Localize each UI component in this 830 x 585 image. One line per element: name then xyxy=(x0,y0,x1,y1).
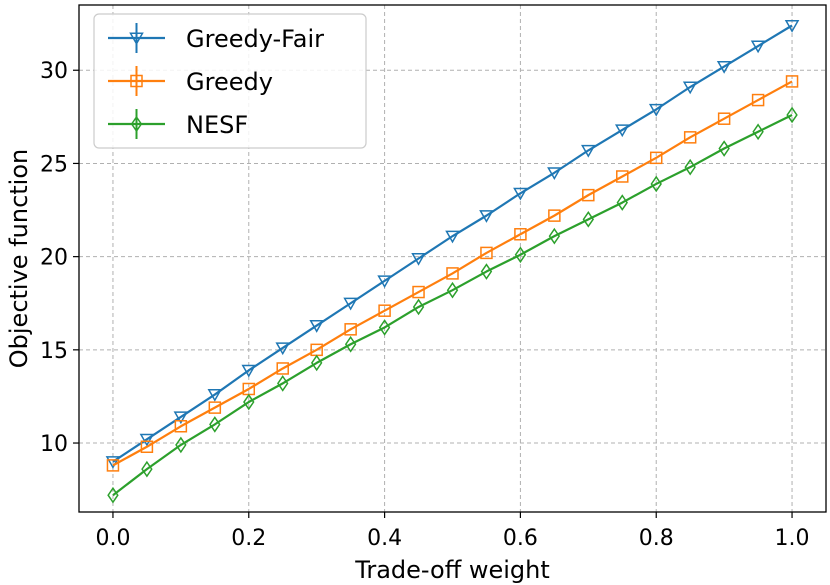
data-point-nesf xyxy=(480,263,493,280)
data-point-greedy xyxy=(717,112,731,125)
legend: Greedy-Fair Greedy NESF xyxy=(93,13,367,149)
data-point-greedy-fair xyxy=(513,187,528,201)
data-point-greedy xyxy=(344,323,357,336)
data-point-greedy xyxy=(649,151,663,165)
data-point-greedy-fair xyxy=(173,411,189,425)
x-axis-label: Trade-off weight xyxy=(354,556,550,584)
data-point-nesf xyxy=(209,416,221,433)
data-point-greedy xyxy=(106,459,120,472)
data-point-greedy xyxy=(208,401,222,414)
series-line-greedy xyxy=(112,80,793,467)
y-tick-label: 30 xyxy=(40,59,68,84)
plot-frame xyxy=(78,4,827,513)
data-point-greedy xyxy=(140,440,154,454)
data-point-nesf xyxy=(752,123,764,141)
data-point-greedy xyxy=(412,285,425,299)
axis-ticks: 0.0 0.2 0.4 0.6 0.8 1.0 10 15 20 25 30 xyxy=(40,59,810,551)
data-point-nesf xyxy=(107,486,119,504)
series-greedy xyxy=(106,75,799,472)
data-point-nesf xyxy=(684,158,696,176)
y-tick-label: 25 xyxy=(40,152,68,177)
data-point-greedy-fair xyxy=(750,40,766,54)
data-point-greedy xyxy=(276,362,289,375)
series-line-nesf xyxy=(112,113,793,497)
data-point-greedy-fair xyxy=(139,433,155,447)
data-point-greedy-fair xyxy=(309,320,324,333)
data-point-greedy-fair xyxy=(581,144,596,158)
data-point-greedy-fair xyxy=(275,342,291,356)
y-tick-label: 20 xyxy=(40,246,68,271)
data-point-greedy xyxy=(683,131,697,144)
data-point-greedy xyxy=(582,188,595,202)
data-point-greedy-fair xyxy=(682,81,698,95)
data-point-greedy-fair xyxy=(648,103,664,117)
data-point-greedy xyxy=(514,228,527,241)
data-point-nesf xyxy=(141,460,153,478)
data-point-greedy xyxy=(174,420,188,433)
y-axis-label: Objective function xyxy=(5,149,33,368)
x-tick-label: 0.6 xyxy=(503,526,538,551)
x-tick-label: 0.8 xyxy=(639,526,674,551)
data-point-greedy-fair xyxy=(614,124,630,138)
data-point-greedy-fair xyxy=(343,297,358,311)
data-point-greedy-fair xyxy=(784,19,800,33)
data-point-nesf xyxy=(446,281,459,299)
data-point-nesf xyxy=(582,211,595,228)
y-tick-label: 15 xyxy=(40,339,68,364)
data-point-nesf xyxy=(344,335,357,353)
data-point-nesf xyxy=(277,375,289,392)
data-point-greedy xyxy=(446,267,459,280)
x-tick-label: 1.0 xyxy=(775,526,810,551)
data-point-greedy-fair xyxy=(105,456,121,469)
data-point-nesf xyxy=(718,140,730,157)
data-point-greedy-fair xyxy=(445,230,460,244)
data-point-nesf xyxy=(175,436,187,454)
y-tick-label: 10 xyxy=(40,432,68,457)
legend-label-greedy: Greedy xyxy=(186,68,273,96)
data-point-nesf xyxy=(310,354,323,372)
legend-marker-greedy-fair xyxy=(129,32,144,46)
legend-label-greedy-fair: Greedy-Fair xyxy=(186,25,324,53)
data-point-nesf xyxy=(650,175,662,193)
data-point-greedy-fair xyxy=(377,275,392,289)
data-point-greedy-fair xyxy=(411,252,426,266)
data-point-nesf xyxy=(412,298,425,316)
series-nesf xyxy=(107,106,798,504)
legend-marker-greedy xyxy=(130,74,143,88)
series-greedy-fair xyxy=(105,19,800,469)
data-point-greedy-fair xyxy=(241,364,257,378)
x-tick-label: 0.4 xyxy=(367,526,402,551)
legend-box xyxy=(93,13,367,149)
data-point-greedy-fair xyxy=(716,60,732,74)
data-point-nesf xyxy=(243,393,255,411)
x-tick-label: 0.2 xyxy=(231,526,266,551)
data-point-nesf xyxy=(514,246,527,264)
data-point-greedy xyxy=(548,209,561,222)
data-point-greedy xyxy=(785,75,799,88)
data-point-greedy-fair xyxy=(479,210,494,223)
data-point-greedy xyxy=(378,304,391,317)
series-layer xyxy=(105,19,800,504)
data-point-greedy xyxy=(480,246,493,260)
data-point-greedy xyxy=(616,170,629,183)
series-line-greedy-fair xyxy=(112,24,793,463)
data-point-greedy xyxy=(751,93,765,107)
data-point-greedy-fair xyxy=(547,167,562,180)
data-point-nesf xyxy=(616,194,628,211)
data-point-nesf xyxy=(786,106,798,124)
data-point-greedy-fair xyxy=(207,389,223,402)
legend-marker-nesf xyxy=(130,115,143,133)
x-tick-label: 0.0 xyxy=(95,526,130,551)
data-point-nesf xyxy=(378,319,391,336)
legend-label-nesf: NESF xyxy=(186,111,248,139)
data-point-nesf xyxy=(548,227,561,245)
